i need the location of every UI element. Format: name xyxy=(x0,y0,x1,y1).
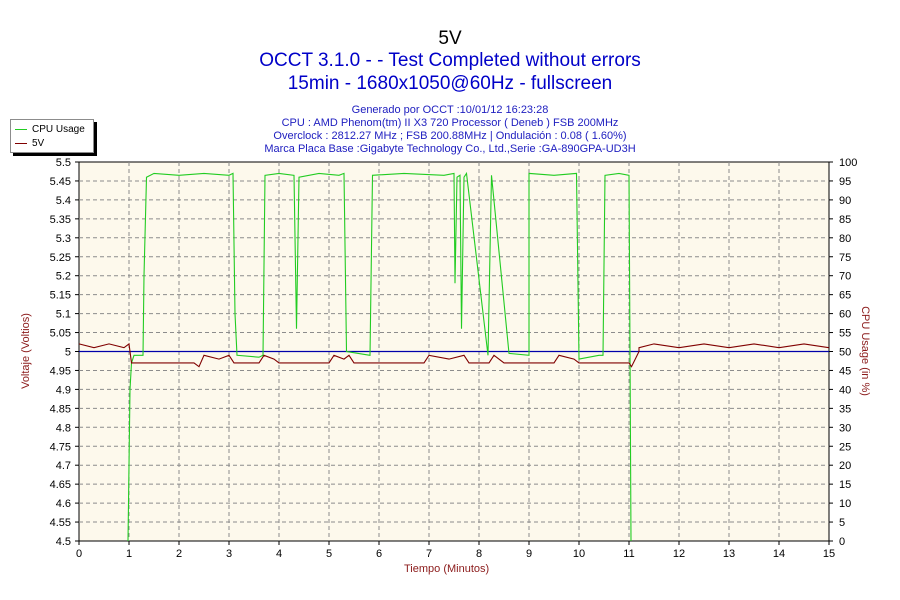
y-right-tick-label: 85 xyxy=(839,214,851,226)
y-left-tick-label: 5.35 xyxy=(50,214,71,226)
legend-label-cpu-usage: CPU Usage xyxy=(32,123,85,135)
info-motherboard: Marca Placa Base :Gigabyte Technology Co… xyxy=(264,143,636,155)
y-right-tick-label: 95 xyxy=(839,176,851,188)
axis-ticks: 0 1 2 3 4 5 6 7 8 9 10 11 12 13 14 154.54.554.64.654.74… xyxy=(50,157,858,560)
y-right-tick-label: 5 xyxy=(839,517,845,529)
legend-swatch-cpu-usage xyxy=(15,128,27,130)
y-right-tick-label: 25 xyxy=(839,441,851,453)
x-tick-label: 10 xyxy=(573,548,585,560)
x-tick-label: 6 xyxy=(376,548,382,560)
x-tick-label: 7 xyxy=(426,548,432,560)
y-right-tick-label: 65 xyxy=(839,290,851,302)
chart-subtitle-test: OCCT 3.1.0 - - Test Completed without er… xyxy=(259,50,641,71)
info-overclock: Overclock : 2812.27 MHz ; FSB 200.88MHz … xyxy=(273,130,627,142)
chart-subtitle-mode: 15min - 1680x1050@60Hz - fullscreen xyxy=(287,73,613,94)
legend-swatch-5v xyxy=(15,142,27,144)
x-tick-label: 1 xyxy=(126,548,132,560)
info-cpu: CPU : AMD Phenom(tm) II X3 720 Processor… xyxy=(281,117,619,129)
y-right-tick-label: 30 xyxy=(839,422,851,434)
x-tick-label: 0 xyxy=(76,548,82,560)
y-right-tick-label: 55 xyxy=(839,328,851,340)
y-left-tick-label: 4.65 xyxy=(50,479,71,491)
chart-title: 5V xyxy=(438,28,462,49)
y-left-tick-label: 5.05 xyxy=(50,328,71,340)
y-right-tick-label: 90 xyxy=(839,195,851,207)
y-left-tick-label: 5.3 xyxy=(56,233,71,245)
x-axis-title: Tiempo (Minutos) xyxy=(404,563,490,575)
y-left-tick-label: 4.6 xyxy=(56,498,71,510)
y-right-tick-label: 0 xyxy=(839,536,845,548)
x-tick-label: 4 xyxy=(276,548,282,560)
y-left-tick-label: 5.15 xyxy=(50,290,71,302)
series-line-5v xyxy=(78,342,830,368)
info-generated: Generado por OCCT :10/01/12 16:23:28 xyxy=(351,104,549,116)
y-left-tick-label: 4.55 xyxy=(50,517,71,529)
y-right-tick-label: 35 xyxy=(839,403,851,415)
y-left-tick-label: 5.5 xyxy=(56,157,71,169)
x-tick-label: 14 xyxy=(773,548,785,560)
series-lines xyxy=(78,171,830,542)
y-left-tick-label: 4.8 xyxy=(56,422,71,434)
y-left-tick-label: 4.85 xyxy=(50,403,71,415)
x-tick-label: 11 xyxy=(623,548,634,560)
y-left-tick-label: 5.25 xyxy=(50,252,71,264)
y-right-tick-label: 75 xyxy=(839,252,851,264)
x-tick-label: 13 xyxy=(723,548,735,560)
y-left-tick-label: 4.9 xyxy=(56,384,71,396)
y-left-tick-label: 4.95 xyxy=(50,365,71,377)
y-left-tick-label: 4.5 xyxy=(56,536,71,548)
series-line-cpu-usage xyxy=(127,171,632,542)
y-right-tick-label: 50 xyxy=(839,347,851,359)
x-tick-label: 3 xyxy=(226,548,232,560)
y-right-tick-label: 20 xyxy=(839,460,851,472)
y-left-tick-label: 5.4 xyxy=(56,195,71,207)
y-right-tick-label: 80 xyxy=(839,233,851,245)
chart-legend: CPU Usage 5V xyxy=(10,119,94,153)
y-right-tick-label: 40 xyxy=(839,384,851,396)
x-tick-label: 15 xyxy=(823,548,835,560)
y-right-tick-label: 45 xyxy=(839,365,851,377)
x-tick-label: 8 xyxy=(476,548,482,560)
x-tick-label: 9 xyxy=(526,548,532,560)
x-tick-label: 5 xyxy=(326,548,332,560)
legend-item-5v: 5V xyxy=(11,137,44,149)
y-left-tick-label: 5.2 xyxy=(56,271,71,283)
y-right-tick-label: 10 xyxy=(839,498,851,510)
x-tick-label: 2 xyxy=(176,548,182,560)
y-right-tick-label: 100 xyxy=(839,157,857,169)
y-left-tick-label: 4.7 xyxy=(56,460,71,472)
legend-item-cpu-usage: CPU Usage xyxy=(11,123,85,135)
legend-label-5v: 5V xyxy=(32,137,45,149)
x-tick-label: 12 xyxy=(673,548,685,560)
y-right-tick-label: 15 xyxy=(839,479,851,491)
y-left-tick-label: 5.45 xyxy=(50,176,71,188)
y-right-tick-label: 60 xyxy=(839,309,851,321)
y-left-tick-label: 5 xyxy=(65,347,71,359)
y-left-tick-label: 4.75 xyxy=(50,441,71,453)
y-left-tick-label: 5.1 xyxy=(56,309,71,321)
y-right-tick-label: 70 xyxy=(839,271,851,283)
